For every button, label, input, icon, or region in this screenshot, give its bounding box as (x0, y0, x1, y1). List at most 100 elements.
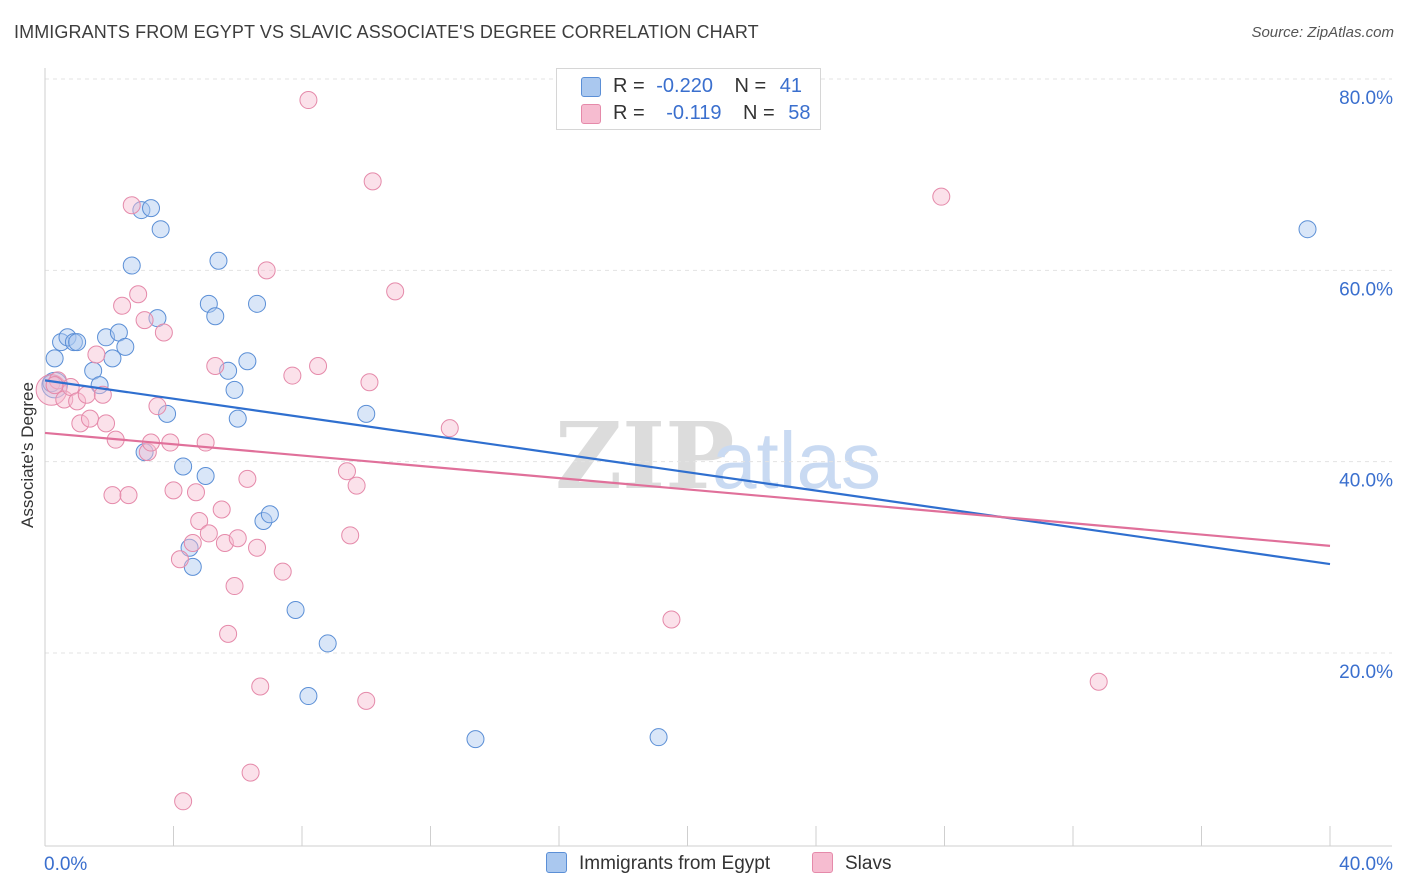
slavs-point (257, 261, 276, 280)
slavs-point (241, 763, 260, 782)
slavs-point (238, 469, 257, 488)
egypt-point (649, 728, 668, 747)
slavs-point (80, 409, 99, 428)
slavs-point (119, 486, 138, 505)
x-tick-label: 40.0% (1339, 854, 1393, 875)
slavs-point (662, 610, 681, 629)
egypt-point (196, 467, 215, 486)
egypt-point (357, 404, 376, 423)
legend-label-egypt: Immigrants from Egypt (579, 853, 771, 874)
egypt-point (254, 511, 273, 530)
slavs-point (113, 296, 132, 315)
egypt-point (45, 349, 64, 368)
slavs-point (386, 282, 405, 301)
slavs-point (71, 414, 90, 433)
slavs-point (45, 376, 64, 395)
legend-swatch-egypt (581, 77, 601, 97)
source-label: Source: ZipAtlas.com (1251, 24, 1394, 41)
axes (44, 68, 1392, 847)
series-legend: Immigrants from Egypt Slavs (0, 852, 1406, 876)
legend-n-label: N = (734, 75, 767, 97)
slavs-point (248, 538, 267, 557)
y-axis-label: Associate's Degree (18, 382, 37, 528)
egypt-point (1298, 220, 1317, 239)
tick-labels: 20.0% 40.0% 60.0% 80.0% 0.0% 40.0% (44, 88, 1393, 875)
egypt-point (299, 687, 318, 706)
slavs-point (170, 550, 189, 569)
data-points (35, 91, 1317, 811)
slavs-point (135, 311, 154, 330)
slavs-point (360, 373, 379, 392)
legend-label-slavs: Slavs (845, 853, 892, 874)
legend-r-value: -0.119 (666, 102, 722, 124)
slavs-point (148, 397, 167, 416)
legend-swatch-slavs (581, 104, 601, 124)
slavs-point (164, 481, 183, 500)
slavs-point (186, 483, 205, 502)
slavs-point (87, 345, 106, 364)
legend-r-label: R = (613, 102, 645, 124)
slavs-point (932, 187, 951, 206)
slavs-point (93, 385, 112, 404)
egypt-point (286, 600, 305, 619)
egypt-point (248, 294, 267, 313)
slavs-point (103, 486, 122, 505)
slavs-point (337, 462, 356, 481)
egypt-point (68, 333, 87, 352)
slavs-point (1089, 672, 1108, 691)
slavs-point (68, 392, 87, 411)
slavs-trend-line (44, 431, 1331, 547)
slavs-point (97, 414, 116, 433)
slavs-point (273, 562, 292, 581)
slavs-point (138, 443, 157, 462)
slavs-point (299, 91, 318, 110)
egypt-point (174, 457, 193, 476)
slavs-point (206, 357, 225, 375)
slavs-point (363, 172, 382, 191)
chart-title: IMMIGRANTS FROM EGYPT VS SLAVIC ASSOCIAT… (14, 22, 759, 42)
watermark-atlas: atlas (712, 416, 881, 505)
slavs-point (190, 511, 209, 530)
slavs-point (309, 357, 328, 375)
slavs-point (183, 533, 202, 552)
egypt-point (225, 380, 244, 399)
egypt-point (180, 538, 199, 557)
slavs-point (129, 285, 148, 304)
slavs-point (357, 691, 376, 710)
egypt-point (209, 251, 228, 270)
slavs-point (225, 577, 244, 596)
egypt-point (158, 404, 177, 423)
y-tick-label: 60.0% (1339, 279, 1393, 300)
legend-swatch-slavs (812, 852, 833, 873)
egypt-point (318, 634, 337, 653)
slavs-point (283, 366, 302, 385)
legend-n-value: 58 (788, 102, 811, 124)
slavs-point (219, 624, 238, 643)
legend-item-egypt[interactable]: Immigrants from Egypt (546, 852, 770, 875)
egypt-point (260, 505, 279, 524)
slavs-point (228, 529, 247, 548)
egypt-point (116, 337, 135, 356)
egypt-point (228, 409, 247, 428)
y-tick-label: 40.0% (1339, 471, 1393, 492)
legend-item-slavs[interactable]: Slavs (812, 852, 891, 875)
legend-n-value: 41 (779, 75, 803, 97)
slavs-point (440, 419, 459, 438)
x-tick-label: 0.0% (44, 854, 87, 875)
egypt-point (466, 730, 485, 749)
egypt-point (151, 220, 170, 239)
legend-n-label: N = (743, 102, 775, 124)
legend-swatch-egypt (546, 852, 567, 873)
slavs-point (77, 385, 96, 404)
y-tick-label: 80.0% (1339, 88, 1393, 109)
legend-r-value: -0.220 (656, 75, 713, 97)
egypt-point (238, 352, 257, 371)
correlation-legend: R = -0.220 N = 41 R = -0.119 N = 58 (556, 68, 821, 130)
egypt-point (142, 199, 161, 218)
slavs-point (251, 677, 270, 696)
slavs-point (341, 526, 360, 545)
slavs-point (174, 792, 193, 811)
slavs-point (199, 524, 218, 543)
y-tick-label: 20.0% (1339, 662, 1393, 683)
